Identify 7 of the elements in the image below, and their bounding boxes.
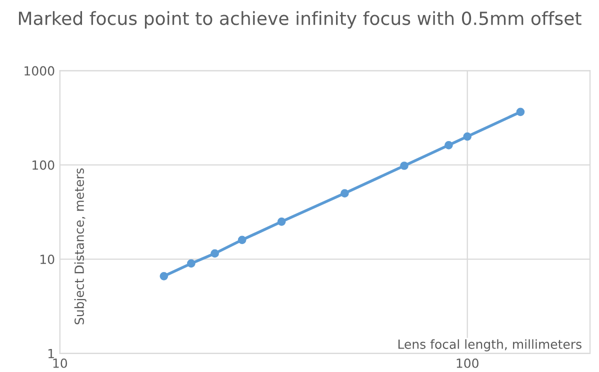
y-tick-label: 1000 [24,66,54,76]
y-axis-title: Subject Distance, meters [74,168,86,324]
y-tick-label: 100 [32,160,54,170]
x-axis-title: Lens focal length, millimeters [398,339,582,352]
y-tick-label: 10 [40,254,54,264]
y-tick-label: 1 [48,349,54,358]
chart-title: Marked focus point to achieve infinity focus with 0.5mm offset [18,11,582,29]
